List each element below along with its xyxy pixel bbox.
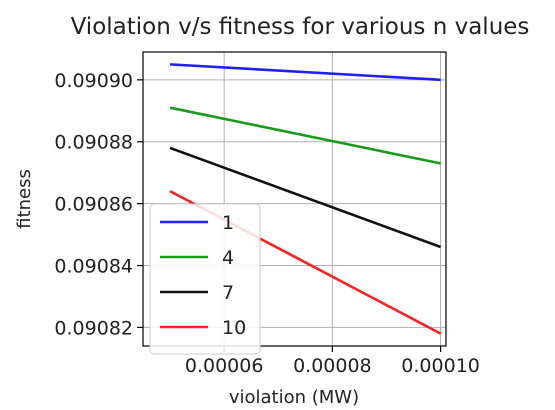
series-line-4: [169, 106, 441, 165]
legend: 1 4 7 10: [149, 203, 261, 355]
chart-title: Violation v/s fitness for various n valu…: [71, 14, 530, 40]
x-tick-label: 0.00010: [401, 355, 480, 377]
legend-label-1: 1: [222, 212, 234, 234]
legend-label-7: 7: [222, 282, 234, 304]
axis-ticks: 0.00006 0.00008 0.00010 0.09082 0.09084 0.090…: [54, 70, 479, 377]
y-tick-label: 0.09090: [54, 70, 133, 92]
legend-label-10: 10: [222, 317, 246, 339]
y-tick-label: 0.09082: [54, 317, 133, 339]
series-line-1: [169, 63, 441, 82]
y-tick-label: 0.09086: [54, 194, 133, 216]
x-tick-label: 0.00006: [185, 355, 264, 377]
plot-frame: [142, 51, 447, 347]
legend-box: [149, 203, 261, 355]
y-tick-label: 0.09084: [54, 256, 133, 278]
y-axis-label: fitness: [14, 169, 35, 229]
y-tick-label: 0.09088: [54, 132, 133, 154]
legend-label-4: 4: [222, 247, 234, 269]
series-line-7: [169, 146, 442, 249]
x-tick-label: 0.00008: [293, 355, 372, 377]
x-axis-label: violation (MW): [229, 387, 359, 408]
